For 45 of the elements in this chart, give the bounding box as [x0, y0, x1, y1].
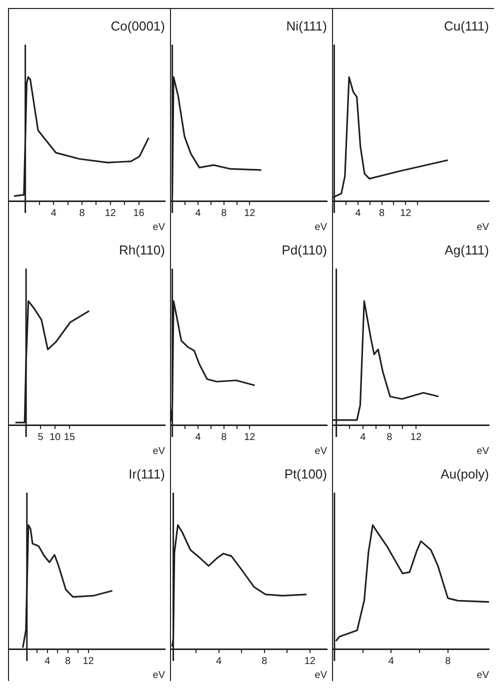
x-tick-label: 12 [104, 208, 116, 219]
x-tick-label: 12 [410, 432, 422, 443]
x-tick-label: 12 [400, 208, 412, 219]
x-tick-label: 8 [445, 656, 452, 667]
x-axis-title: eV [152, 446, 166, 457]
chart-title: Ir(111) [128, 466, 165, 482]
x-axis-title: eV [476, 446, 490, 457]
x-tick-label: 12 [244, 208, 256, 219]
x-tick-label: 15 [64, 432, 76, 443]
chart-title: Ag(111) [444, 242, 489, 258]
x-tick-label: 4 [216, 656, 222, 667]
x-tick-label: 8 [221, 432, 228, 443]
x-tick-label: 5 [38, 432, 44, 443]
x-tick-label: 4 [195, 432, 202, 443]
x-tick-label: 4 [44, 656, 51, 667]
chart-title: Au(poly) [440, 466, 489, 482]
x-axis-title: eV [314, 222, 328, 233]
x-tick-label: 4 [388, 656, 394, 667]
chart-title: Pt(100) [284, 466, 327, 482]
x-axis-title: eV [152, 222, 166, 233]
x-axis-title: eV [152, 670, 166, 681]
x-tick-label: 4 [360, 432, 366, 443]
x-tick-label: 12 [82, 656, 94, 667]
x-tick-label: 4 [195, 208, 202, 219]
x-axis-title: eV [314, 670, 328, 681]
chart-title: Co(0001) [110, 18, 165, 34]
x-tick-label: 4 [355, 208, 362, 219]
x-axis-title: eV [476, 670, 490, 681]
x-tick-label: 4 [50, 208, 57, 219]
x-tick-label: 10 [49, 432, 62, 443]
x-tick-label: 8 [221, 208, 228, 219]
chart-title: Ni(111) [286, 18, 327, 34]
x-tick-label: 8 [262, 656, 268, 667]
x-tick-label: 8 [386, 432, 393, 443]
x-tick-label: 12 [244, 432, 256, 443]
x-axis-title: eV [314, 446, 328, 457]
x-tick-label: 16 [133, 208, 145, 219]
x-tick-label: 8 [65, 656, 72, 667]
x-axis-title: eV [476, 222, 490, 233]
chart-title: Pd(110) [282, 242, 327, 258]
x-tick-label: 12 [304, 656, 316, 667]
chart-title: Rh(110) [118, 242, 165, 258]
x-tick-label: 8 [79, 208, 86, 219]
x-tick-label: 8 [379, 208, 386, 219]
chart-title: Cu(111) [444, 18, 489, 34]
